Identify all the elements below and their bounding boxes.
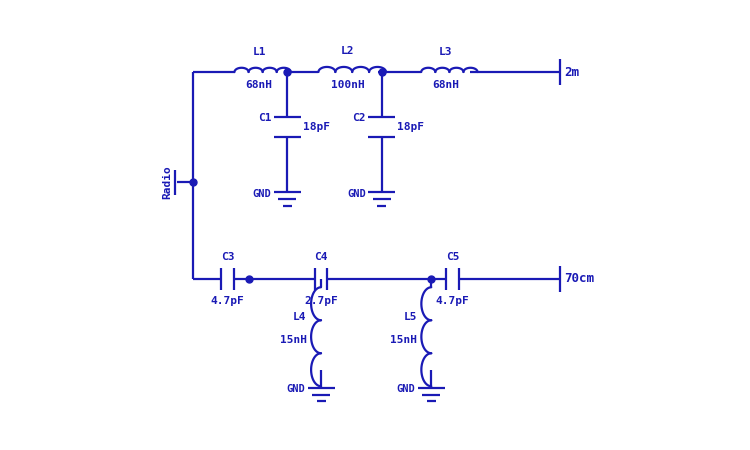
Text: GND: GND — [347, 189, 366, 198]
Text: L3: L3 — [440, 46, 452, 57]
Text: L4: L4 — [293, 312, 307, 322]
Text: 68nH: 68nH — [246, 80, 273, 90]
Text: 2.7pF: 2.7pF — [304, 296, 338, 306]
Text: L2: L2 — [341, 46, 355, 56]
Text: L1: L1 — [252, 46, 266, 57]
Text: GND: GND — [286, 384, 305, 394]
Text: 2m: 2m — [564, 66, 579, 78]
Text: 4.7pF: 4.7pF — [436, 296, 470, 306]
Text: 100nH: 100nH — [332, 80, 364, 90]
Text: C2: C2 — [352, 112, 366, 122]
Text: 4.7pF: 4.7pF — [211, 296, 244, 306]
Text: 15nH: 15nH — [390, 335, 417, 345]
Text: C5: C5 — [446, 252, 459, 262]
Text: 68nH: 68nH — [432, 80, 459, 90]
Text: C4: C4 — [314, 252, 328, 262]
Text: 15nH: 15nH — [280, 335, 307, 345]
Text: GND: GND — [397, 384, 416, 394]
Text: 70cm: 70cm — [564, 273, 594, 285]
Text: 18pF: 18pF — [398, 122, 424, 132]
Text: L5: L5 — [404, 312, 417, 322]
Text: Radio: Radio — [163, 166, 172, 199]
Text: GND: GND — [253, 189, 272, 198]
Text: C1: C1 — [258, 112, 272, 122]
Text: 18pF: 18pF — [303, 122, 330, 132]
Text: C3: C3 — [220, 252, 234, 262]
